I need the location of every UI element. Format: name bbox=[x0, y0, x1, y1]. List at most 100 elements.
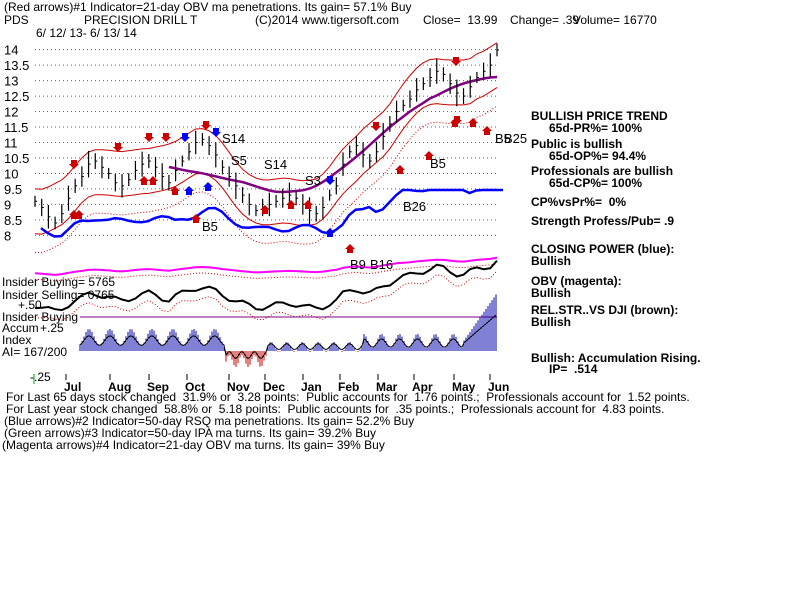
y-tick-label: 11 bbox=[4, 136, 18, 151]
closing-power-status: Bullish bbox=[531, 254, 572, 268]
month-label: Apr bbox=[412, 380, 433, 394]
op-value: 65d-OP%= 94.4% bbox=[549, 149, 647, 163]
signal-arrow bbox=[161, 133, 171, 142]
minus25-label: -.25 bbox=[30, 370, 51, 384]
pros-status: Professionals are bullish bbox=[531, 164, 674, 178]
signal-arrow bbox=[211, 128, 221, 137]
month-label: Dec bbox=[263, 380, 285, 394]
plus50-label: +.50 bbox=[18, 298, 42, 312]
signal-b25: B25 bbox=[504, 131, 528, 146]
footer-line-5: (Magenta arrows)#4 Indicator=21-day OBV … bbox=[2, 438, 385, 452]
price-bars bbox=[34, 43, 499, 230]
y-tick-label: 10 bbox=[4, 166, 18, 181]
signal-arrow bbox=[144, 133, 154, 142]
month-label: Nov bbox=[227, 380, 250, 394]
footer-line-2: For Last year stock changed 58.8% or 5.1… bbox=[6, 402, 665, 416]
company-name: PRECISION DRILL T bbox=[84, 13, 198, 27]
signal-arrow bbox=[303, 200, 313, 209]
obv-line bbox=[34, 256, 498, 276]
y-tick-label: 9 bbox=[4, 197, 11, 212]
insider-buying-label-2: Insider Buying bbox=[2, 310, 79, 324]
copyright: (C)2014 www.tigersoft.com bbox=[255, 13, 400, 27]
signal-arrow bbox=[451, 57, 461, 66]
signal-s14-b: S14 bbox=[264, 157, 288, 172]
month-label: Jun bbox=[488, 380, 509, 394]
volume-value: Volume= 16770 bbox=[573, 13, 657, 27]
y-tick-label: 10.5 bbox=[4, 151, 29, 166]
footer-line-1: For Last 65 days stock changed 31.9% or … bbox=[6, 390, 690, 404]
y-tick-label: 9.5 bbox=[4, 182, 22, 197]
relative-strength-line bbox=[34, 259, 498, 312]
signal-b9: B9 bbox=[350, 257, 366, 272]
accum-label: Accum bbox=[2, 321, 39, 335]
moving-average-line bbox=[168, 75, 498, 194]
insider-buying-label: Insider Buying= 5765 bbox=[2, 275, 116, 289]
signal-arrow bbox=[180, 133, 190, 142]
ticker-label: PDS bbox=[4, 13, 29, 27]
y-tick-label: 12.5 bbox=[4, 89, 29, 104]
obv-status: Bullish bbox=[531, 286, 572, 300]
signal-arrow bbox=[139, 176, 149, 185]
upper-band-line bbox=[34, 42, 498, 190]
grid-lines bbox=[35, 49, 497, 236]
relative-strength-dotted bbox=[34, 270, 498, 321]
signal-arrow bbox=[482, 126, 492, 135]
signal-s14-a: S14 bbox=[222, 131, 246, 146]
month-label: Feb bbox=[338, 380, 359, 394]
signal-arrow bbox=[371, 122, 381, 131]
footer-line-4: (Green arrows)#3 Indicator=50-day IPA ma… bbox=[4, 426, 376, 440]
closing-power-line bbox=[40, 188, 503, 238]
signal-arrow bbox=[286, 200, 296, 209]
date-range: 6/ 12/ 13- 6/ 13/ 14 bbox=[36, 26, 137, 40]
y-tick-label: 8 bbox=[4, 228, 11, 243]
month-label: Mar bbox=[376, 380, 398, 394]
month-label: Aug bbox=[108, 380, 131, 394]
signal-arrow bbox=[74, 210, 84, 219]
accumulation-ma-line bbox=[79, 314, 497, 360]
index-label: Index bbox=[2, 333, 32, 347]
y-tick-label: 13.5 bbox=[4, 58, 29, 73]
signal-b5-c: B5 bbox=[495, 131, 511, 146]
month-label: Jan bbox=[301, 380, 322, 394]
signal-arrow bbox=[325, 228, 335, 237]
insider-selling-label: Insider Selling= 0765 bbox=[2, 288, 115, 302]
relstr-status: Bullish bbox=[531, 315, 572, 329]
ip-value: IP= .514 bbox=[549, 362, 598, 376]
y-tick-label: 8.5 bbox=[4, 213, 22, 228]
signal-arrow bbox=[424, 151, 434, 160]
signal-arrow bbox=[325, 176, 335, 185]
signal-arrow bbox=[450, 118, 460, 127]
signal-arrow bbox=[395, 165, 405, 174]
plus25-label: +.25 bbox=[40, 321, 64, 335]
signal-arrow bbox=[201, 121, 211, 130]
y-tick-label: 14 bbox=[4, 43, 18, 58]
signal-arrow bbox=[191, 214, 201, 223]
public-status: Public is bullish bbox=[531, 137, 623, 151]
signal-s5: S5 bbox=[231, 153, 247, 168]
month-label: Sep bbox=[147, 380, 169, 394]
ai-label: AI= 167/200 bbox=[2, 345, 68, 359]
signal-arrow bbox=[184, 186, 194, 195]
y-tick-label: 13 bbox=[4, 74, 18, 89]
month-label: May bbox=[452, 380, 476, 394]
month-label: Oct bbox=[185, 380, 205, 394]
cpvspr-value: CP%vsPr%= 0% bbox=[531, 195, 627, 209]
trend-title: BULLISH PRICE TREND bbox=[531, 109, 668, 123]
close-value: Close= 13.99 bbox=[423, 13, 498, 27]
month-label: Jul bbox=[64, 380, 81, 394]
signal-b5-b: B5 bbox=[430, 156, 446, 171]
signal-s3: S3 bbox=[305, 173, 321, 188]
x-axis-months: Jul Aug Sep Oct Nov Dec Jan Feb Mar Apr May Jun bbox=[33, 374, 509, 394]
signal-arrow bbox=[203, 182, 213, 191]
accum-status: Bullish: Accumulation Rising. bbox=[531, 351, 701, 365]
signal-b5-a: B5 bbox=[202, 219, 218, 234]
header-line1: (Red arrows)#1 Indicator=21-day OBV ma p… bbox=[4, 0, 412, 14]
signal-arrows bbox=[69, 57, 492, 253]
signal-b16: B16 bbox=[370, 257, 394, 272]
change-value: Change= .39 bbox=[510, 13, 580, 27]
y-tick-label: 11.5 bbox=[4, 120, 28, 135]
signal-b26: B26 bbox=[403, 199, 427, 214]
relstr-title: REL.STR..VS DJI (brown): bbox=[531, 303, 679, 317]
closing-power-title: CLOSING POWER (blue): bbox=[531, 242, 675, 256]
